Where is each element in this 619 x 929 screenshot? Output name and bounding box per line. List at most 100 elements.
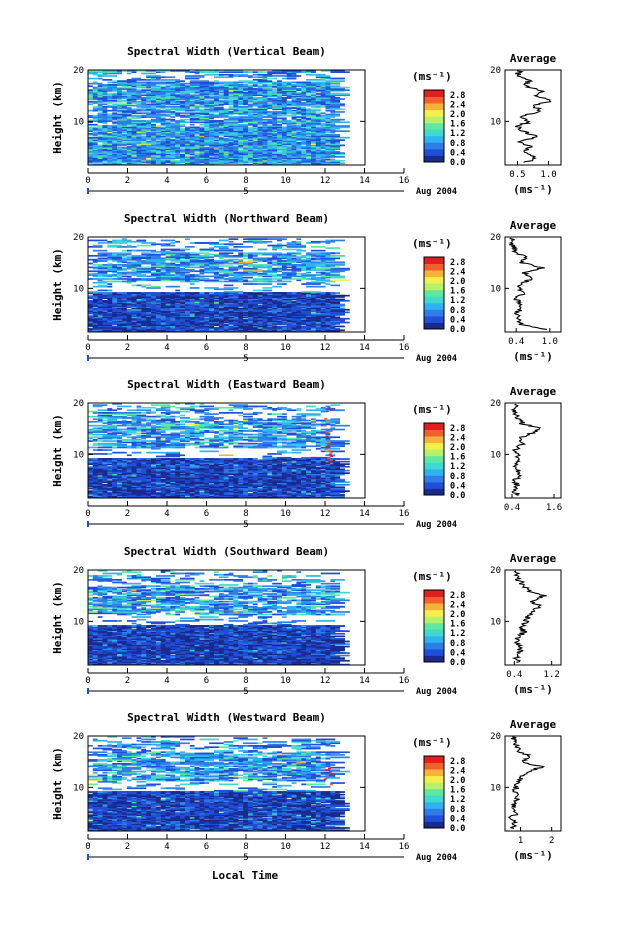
heatmap-cell	[204, 317, 214, 320]
heatmap-cell	[296, 238, 302, 240]
heatmap-cell	[199, 141, 214, 144]
heatmap-cell	[214, 303, 219, 306]
heatmap-cell	[286, 71, 292, 73]
heatmap-cell	[272, 132, 287, 135]
heatmap-cell	[107, 109, 118, 112]
heatmap-cell	[281, 255, 292, 257]
heatmap-cell	[228, 161, 234, 163]
heatmap-cell	[223, 156, 229, 158]
heatmap-cell	[185, 302, 200, 305]
heatmap-cell	[199, 257, 205, 260]
heatmap-cell	[272, 82, 287, 85]
heatmap-cell	[102, 258, 108, 261]
heatmap-cell	[180, 319, 185, 321]
heatmap-cell	[209, 315, 214, 317]
heatmap-cell	[243, 306, 248, 308]
heatmap-cell	[170, 70, 176, 72]
heatmap-cell	[141, 256, 151, 258]
heatmap-cell	[160, 136, 171, 139]
heatmap-cell	[204, 136, 214, 139]
heatmap-cell	[141, 324, 147, 326]
heatmap-cell	[121, 105, 127, 108]
heatmap-cell	[204, 495, 214, 498]
heatmap-cell	[175, 130, 181, 132]
heatmap-cell	[330, 112, 336, 115]
heatmap-cell	[257, 242, 268, 244]
heatmap-cell	[218, 127, 224, 130]
heatmap-cell	[131, 257, 142, 260]
heatmap-cell	[136, 125, 151, 127]
heatmap-cell	[248, 329, 253, 332]
heatmap-cell	[267, 302, 273, 305]
heatmap-cell	[257, 108, 268, 111]
heatmap-cell	[155, 262, 176, 265]
heatmap-cell	[88, 97, 93, 99]
heatmap-cell	[102, 162, 113, 165]
heatmap-cell	[204, 287, 219, 289]
heatmap-cell	[281, 325, 302, 328]
heatmap-cell	[209, 280, 224, 283]
heatmap-cell	[185, 88, 190, 90]
heatmap-cell	[325, 109, 336, 112]
heatmap-cell	[286, 85, 292, 88]
heatmap-cell	[257, 102, 268, 104]
heatmap-cell	[204, 278, 210, 280]
heatmap-cell	[291, 107, 302, 109]
heatmap-cell	[180, 107, 185, 109]
heatmap-cell	[112, 149, 117, 152]
heatmap-cell	[155, 120, 161, 122]
heatmap-cell	[315, 267, 331, 270]
heatmap-cell	[218, 149, 224, 152]
heatmap-cell	[141, 328, 151, 330]
heatmap-cell	[131, 293, 142, 296]
heatmap-cell	[165, 114, 171, 117]
heatmap-cell	[199, 97, 205, 99]
heatmap-cell	[296, 156, 302, 158]
heatmap-cell	[228, 312, 234, 315]
heatmap-cell	[194, 275, 205, 278]
heatmap-cell	[267, 126, 287, 129]
heatmap-cell	[330, 326, 336, 329]
heatmap-cell	[131, 136, 137, 139]
heatmap-cell	[311, 94, 316, 97]
heatmap-cell	[233, 73, 244, 76]
heatmap-cell	[141, 141, 151, 144]
heatmap-cell	[325, 307, 331, 310]
heatmap-cell	[320, 154, 326, 157]
heatmap-cell	[243, 98, 258, 100]
heatmap-cell	[330, 158, 336, 161]
heatmap-cell	[146, 162, 151, 165]
heatmap-cell	[92, 153, 98, 156]
heatmap-cell	[223, 325, 234, 328]
heatmap-cell	[136, 97, 147, 99]
heatmap-cell	[121, 253, 132, 256]
heatmap-cell	[97, 284, 108, 287]
heatmap-cell	[97, 91, 103, 94]
heatmap-cell	[296, 325, 302, 328]
heatmap-cell	[102, 492, 108, 495]
heatmap-cell	[277, 91, 287, 94]
heatmap-cell	[209, 152, 214, 154]
heatmap-cell	[194, 100, 200, 103]
heatmap-cell	[92, 320, 103, 323]
heatmap-cell	[180, 492, 185, 495]
heatmap-cell	[325, 94, 331, 97]
heatmap-cell	[185, 76, 205, 79]
heatmap-cell	[262, 140, 273, 143]
heatmap-cell	[315, 321, 326, 324]
heatmap-cell	[325, 138, 336, 140]
heatmap-cell	[97, 306, 113, 308]
heatmap-cell	[306, 292, 311, 294]
heatmap-cell	[185, 93, 190, 95]
heatmap-cell	[165, 308, 181, 311]
heatmap-cell	[325, 156, 331, 158]
heatmap-cell	[117, 80, 137, 82]
heatmap-cell	[214, 298, 219, 301]
heatmap-cell	[92, 261, 98, 264]
heatmap-cell	[214, 134, 224, 136]
heatmap-cell	[209, 123, 224, 126]
heatmap-cell	[92, 86, 103, 89]
heatmap-cell	[330, 140, 341, 143]
heatmap-cell	[223, 152, 229, 154]
heatmap-cell	[155, 100, 166, 103]
